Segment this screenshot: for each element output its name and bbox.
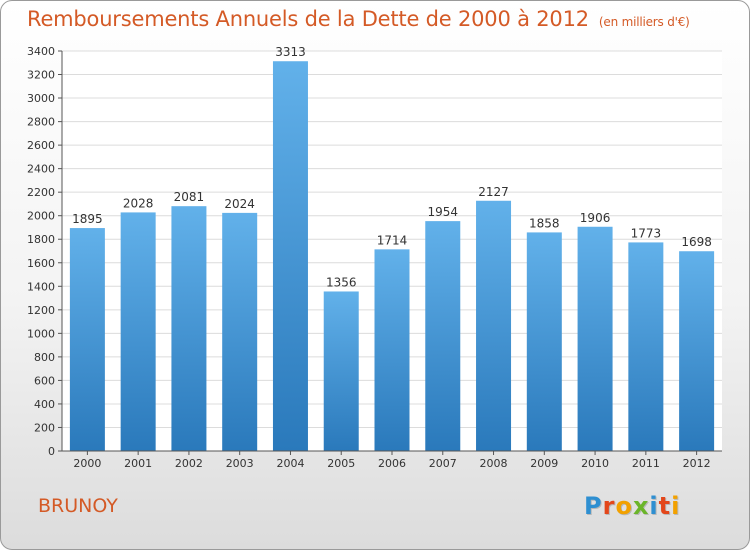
y-tick-label: 3200 xyxy=(27,69,55,82)
y-tick-label: 2200 xyxy=(27,186,55,199)
y-tick-label: 200 xyxy=(34,421,55,434)
y-tick-label: 400 xyxy=(34,398,55,411)
bar xyxy=(476,200,512,451)
x-tick-label: 2008 xyxy=(480,457,508,470)
chart-unit-label: (en milliers d'€) xyxy=(598,15,690,29)
chart-title-text: Remboursements Annuels de la Dette de 20… xyxy=(27,7,589,31)
bar xyxy=(272,61,308,452)
y-tick-label: 1800 xyxy=(27,233,55,246)
y-tick-label: 1000 xyxy=(27,327,55,340)
data-label: 1714 xyxy=(377,233,408,247)
bar xyxy=(679,251,715,451)
y-tick-label: 3000 xyxy=(27,92,55,105)
data-label: 3313 xyxy=(275,45,306,59)
bar xyxy=(628,242,664,451)
logo-letter: P xyxy=(584,492,603,520)
commune-name: BRUNOY xyxy=(38,495,118,517)
x-tick-label: 2011 xyxy=(632,457,660,470)
data-label: 2081 xyxy=(174,190,205,204)
y-tick-label: 2000 xyxy=(27,210,55,223)
logo-letter: x xyxy=(632,492,650,520)
logo-letter: i xyxy=(671,492,681,520)
data-label: 2028 xyxy=(123,196,154,210)
x-tick-label: 2000 xyxy=(73,457,101,470)
logo-letter: i xyxy=(649,492,659,520)
chart-title: Remboursements Annuels de la Dette de 20… xyxy=(27,7,690,31)
x-tick-label: 2006 xyxy=(378,457,406,470)
bar xyxy=(374,249,410,451)
data-label: 1954 xyxy=(427,205,458,219)
data-label: 1858 xyxy=(529,216,560,230)
logo-letter: o xyxy=(615,492,633,520)
bar xyxy=(323,291,359,451)
bar xyxy=(577,226,613,451)
data-label: 2024 xyxy=(224,197,255,211)
bar xyxy=(69,228,105,451)
x-tick-label: 2007 xyxy=(429,457,457,470)
data-label: 1895 xyxy=(72,212,103,226)
bar xyxy=(222,212,258,451)
bar xyxy=(526,232,562,451)
x-tick-label: 2002 xyxy=(175,457,203,470)
x-tick-label: 2005 xyxy=(327,457,355,470)
y-tick-label: 2800 xyxy=(27,116,55,129)
data-label: 1773 xyxy=(631,226,662,240)
x-tick-label: 2009 xyxy=(530,457,558,470)
y-tick-label: 1200 xyxy=(27,304,55,317)
y-tick-label: 2600 xyxy=(27,139,55,152)
logo-letter: r xyxy=(602,492,616,520)
bar xyxy=(425,221,461,451)
y-tick-label: 2400 xyxy=(27,163,55,176)
x-tick-label: 2010 xyxy=(581,457,609,470)
x-tick-label: 2004 xyxy=(276,457,304,470)
y-tick-label: 0 xyxy=(48,445,55,458)
bar xyxy=(120,212,156,451)
x-tick-label: 2012 xyxy=(683,457,711,470)
y-tick-label: 1600 xyxy=(27,257,55,270)
bar xyxy=(171,206,207,451)
data-label: 1356 xyxy=(326,275,357,289)
proxiti-logo: Proxiti xyxy=(584,492,680,520)
y-tick-label: 3400 xyxy=(27,45,55,58)
data-label: 1698 xyxy=(681,235,712,249)
data-label: 2127 xyxy=(478,185,509,199)
y-tick-label: 800 xyxy=(34,351,55,364)
y-tick-label: 1400 xyxy=(27,280,55,293)
x-tick-label: 2003 xyxy=(226,457,254,470)
y-tick-label: 600 xyxy=(34,374,55,387)
logo-letter: t xyxy=(658,492,672,520)
x-tick-label: 2001 xyxy=(124,457,152,470)
data-label: 1906 xyxy=(580,211,611,225)
